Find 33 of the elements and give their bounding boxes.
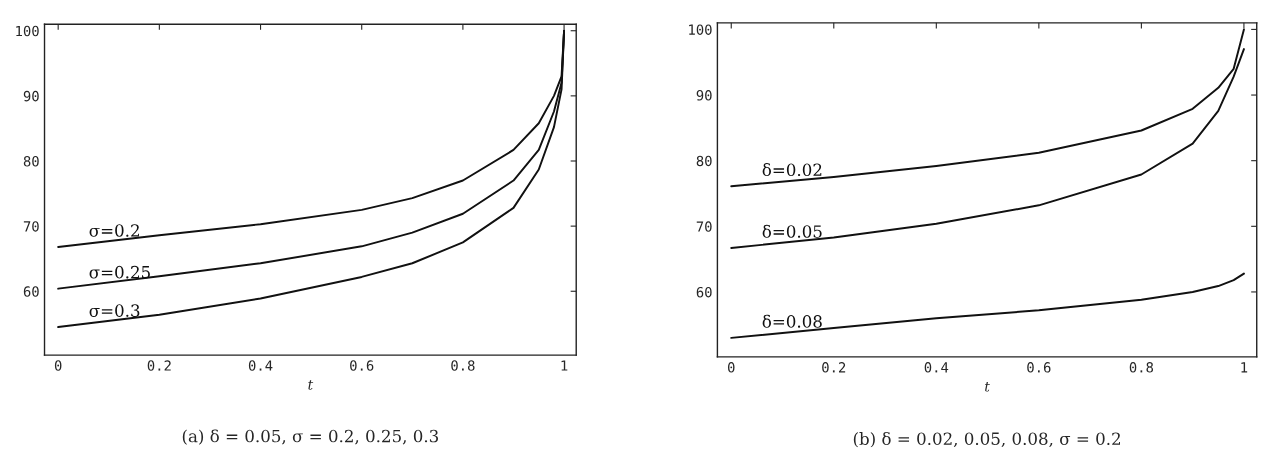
series-label: σ=0.3 xyxy=(89,304,140,317)
line-series xyxy=(730,272,1245,339)
y-tick-label: 70 xyxy=(696,221,712,232)
y-tick-label: 90 xyxy=(23,90,39,102)
x-tick-label: 1 xyxy=(1241,362,1248,373)
y-tick-label: 90 xyxy=(696,90,712,101)
text: (a) δ = 0.05, σ = 0.2, 0.25, 0.3 xyxy=(182,429,439,445)
x-tick-label: 0.2 xyxy=(822,362,846,373)
x-tick-label: 0.8 xyxy=(451,360,475,371)
x-tick-label: 0.8 xyxy=(1129,362,1154,373)
x-axis-title: t xyxy=(985,381,990,392)
series-label: δ=0.05 xyxy=(762,224,822,238)
x-tick-label: 0.4 xyxy=(924,362,949,373)
x-axis-title: t xyxy=(308,380,314,390)
x-tick-label: 0.6 xyxy=(350,360,374,371)
x-tick-label: 1 xyxy=(561,360,568,371)
series-label: σ=0.25 xyxy=(89,265,150,279)
x-tick-label: 0 xyxy=(54,360,62,371)
y-tick-label: 100 xyxy=(689,24,712,35)
x-tick-label: 0.2 xyxy=(147,360,171,371)
y-tick-label: 100 xyxy=(16,25,39,37)
y-tick-label: 60 xyxy=(23,286,39,297)
series-label: σ=0.2 xyxy=(89,224,139,237)
x-tick-label: 0.6 xyxy=(1027,362,1051,373)
x-tick-label: 0.4 xyxy=(248,360,273,371)
text: (b) δ = 0.02, 0.05, 0.08, σ = 0.2 xyxy=(853,432,1120,448)
y-tick-label: 80 xyxy=(23,156,39,167)
series-label: δ=0.08 xyxy=(762,314,822,328)
x-tick-label: 0 xyxy=(727,362,735,373)
y-tick-label: 80 xyxy=(696,155,712,167)
y-tick-label: 60 xyxy=(696,286,712,298)
y-tick-label: 70 xyxy=(23,221,39,232)
series-label: δ=0.02 xyxy=(762,163,822,177)
